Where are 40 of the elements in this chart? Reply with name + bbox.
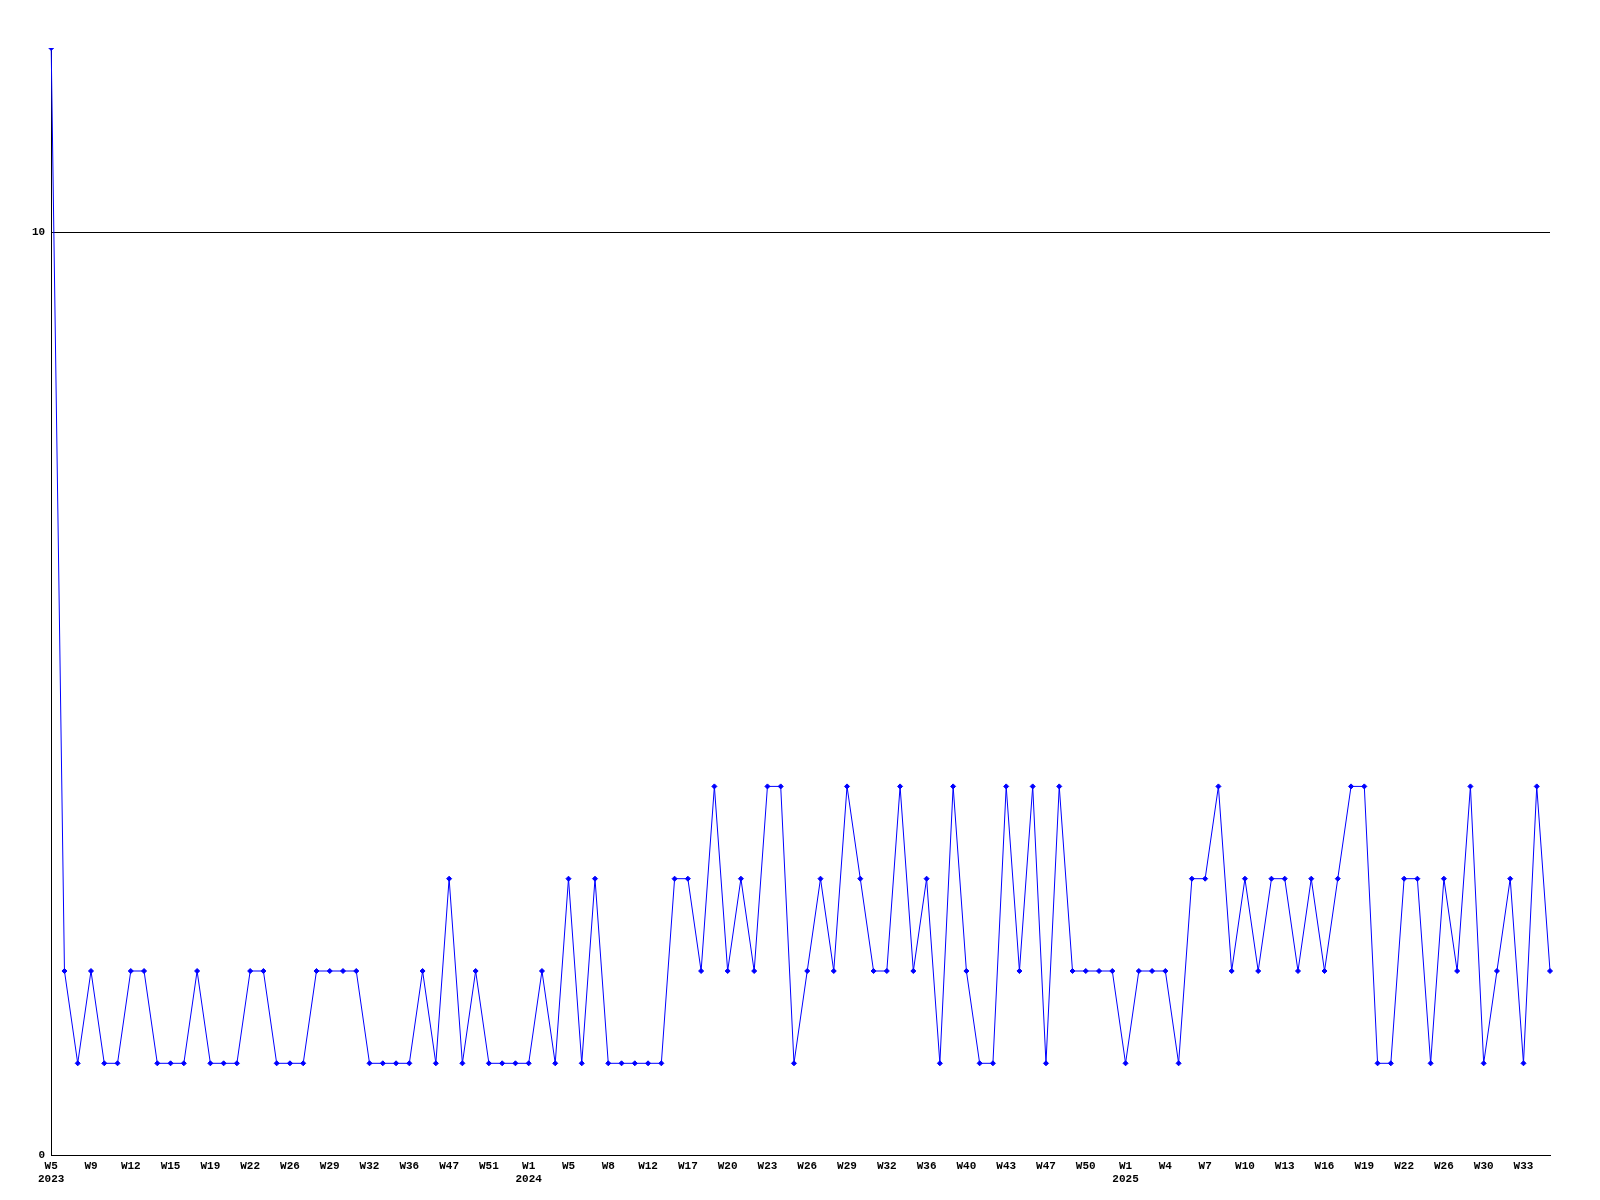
y-tick-label: 10 (32, 226, 46, 239)
x-tick-label: W8 (601, 1159, 616, 1172)
x-tick-label: W47 (439, 1159, 460, 1172)
x-tick-label: W22 (1394, 1159, 1415, 1172)
x-tick-label: W9 (84, 1159, 98, 1172)
x-tick-label: W50 (1075, 1159, 1096, 1172)
x-tick-label: W15 (160, 1159, 181, 1172)
x-tick-label: W19 (200, 1159, 221, 1172)
x-tick-label: W13 (1274, 1159, 1296, 1172)
x-tick-label: W19 (1354, 1159, 1375, 1172)
x-tick-label: W47 (1036, 1159, 1056, 1172)
x-tick-label: W26 (797, 1159, 818, 1172)
x-tick-label: W10 (1235, 1159, 1255, 1172)
x-tick-label: W23 (757, 1159, 778, 1172)
x-tick-label: W51 (479, 1159, 500, 1172)
x-tick-label: W36 (399, 1159, 420, 1172)
x-tick-label: W26 (1433, 1159, 1454, 1172)
x-tick-label: W17 (677, 1159, 698, 1172)
x-tick-label: W40 (956, 1159, 977, 1172)
x-tick-label: W12 (120, 1159, 141, 1172)
x-tick-label: W16 (1314, 1159, 1335, 1172)
x-tick-label: W1 2024 (515, 1159, 543, 1186)
x-tick-label: W29 (837, 1159, 857, 1172)
x-tick-label: W32 (359, 1159, 380, 1172)
x-tick-label: W12 (638, 1159, 658, 1172)
x-tick-label: W32 (876, 1159, 897, 1172)
y-tick-label: 0 (38, 1149, 46, 1162)
x-tick-label: W26 (280, 1159, 300, 1172)
x-tick-label: W4 (1158, 1159, 1173, 1172)
x-tick-label: W43 (996, 1159, 1017, 1172)
x-tick-label: W29 (319, 1159, 340, 1172)
x-tick-label: W5 2023 (38, 1159, 65, 1186)
x-tick-label: W33 (1513, 1159, 1534, 1172)
x-tick-label: W20 (717, 1159, 738, 1172)
x-tick-label: W5 (561, 1159, 576, 1172)
x-tick-label: W7 (1198, 1159, 1212, 1172)
x-tick-label: W30 (1473, 1159, 1494, 1172)
x-tick-label: W36 (916, 1159, 937, 1172)
x-tick-label: W22 (240, 1159, 261, 1172)
x-tick-label: W1 2025 (1112, 1159, 1140, 1186)
